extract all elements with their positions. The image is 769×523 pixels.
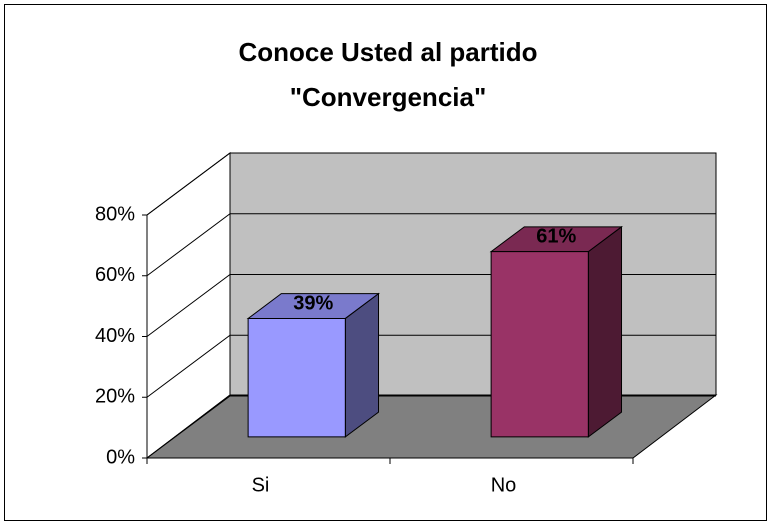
bar <box>490 251 589 438</box>
y-tick-label: 80% <box>95 203 135 225</box>
y-tick-label: 20% <box>95 386 135 408</box>
floor <box>145 394 718 459</box>
x-tick-label: Si <box>252 474 270 496</box>
y-tick-label: 60% <box>95 264 135 286</box>
data-label: 61% <box>536 226 576 248</box>
grid-line <box>146 152 716 216</box>
bar <box>247 317 346 438</box>
bar-side <box>587 225 623 438</box>
data-label: 39% <box>293 292 333 314</box>
grid-line <box>146 213 716 277</box>
chart-title: Conoce Usted al partido "Convergencia" <box>238 37 538 112</box>
x-tick-label: No <box>491 474 517 496</box>
y-tick-label: 40% <box>95 325 135 347</box>
y-tick-label: 0% <box>106 446 135 468</box>
walls <box>145 152 718 460</box>
